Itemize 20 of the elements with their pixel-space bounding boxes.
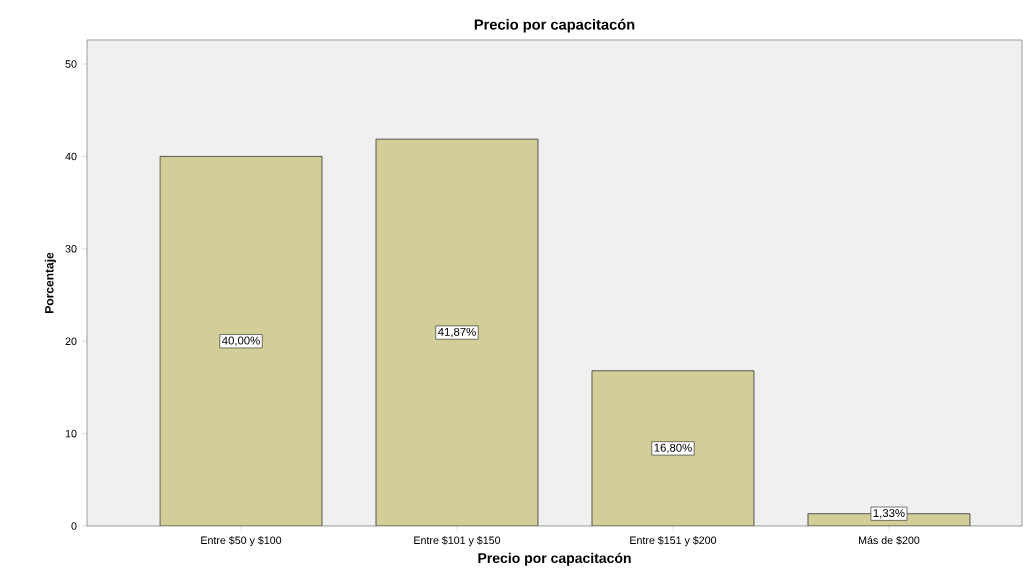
- bar: [591, 370, 755, 526]
- x-tick-label: Entre $50 y $100: [201, 536, 282, 547]
- y-tick-label: 20: [65, 337, 77, 345]
- chart-title: Precio por capacitacón: [474, 18, 635, 33]
- data-label: 41,87%: [438, 327, 476, 338]
- y-tick-label: 0: [71, 522, 77, 530]
- x-tick-label: Más de $200: [859, 536, 920, 545]
- data-label: 16,80%: [654, 443, 692, 454]
- data-label: 40,00%: [222, 336, 260, 346]
- y-tick-label: 40: [65, 152, 77, 161]
- data-label: 1,33%: [873, 509, 905, 519]
- x-axis-title: Precio por capacitacón: [478, 552, 631, 566]
- x-tick-label: Entre $101 y $150: [414, 536, 501, 547]
- y-axis-title: Porcentaje: [44, 252, 56, 313]
- y-tick-label: 50: [65, 60, 77, 68]
- y-tick-label: 10: [65, 429, 77, 438]
- bar: [160, 156, 322, 526]
- bar: [375, 138, 539, 526]
- y-tick-label: 30: [65, 245, 77, 253]
- x-tick-label: Entre $151 y $200: [630, 536, 717, 547]
